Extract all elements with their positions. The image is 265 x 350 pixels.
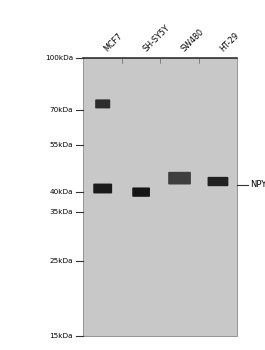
Text: SW480: SW480 xyxy=(180,27,206,54)
Text: NPY4R: NPY4R xyxy=(250,181,265,189)
Text: 35kDa: 35kDa xyxy=(49,209,73,215)
FancyBboxPatch shape xyxy=(132,188,150,197)
Text: SH-SY5Y: SH-SY5Y xyxy=(141,23,171,54)
FancyBboxPatch shape xyxy=(93,183,112,194)
Text: MCF7: MCF7 xyxy=(103,32,125,54)
Text: 100kDa: 100kDa xyxy=(45,55,73,61)
Text: 55kDa: 55kDa xyxy=(49,142,73,148)
Text: 15kDa: 15kDa xyxy=(49,333,73,339)
FancyBboxPatch shape xyxy=(207,177,228,186)
Text: HT-29: HT-29 xyxy=(218,31,241,54)
Text: 70kDa: 70kDa xyxy=(49,107,73,113)
Text: 25kDa: 25kDa xyxy=(49,258,73,264)
FancyBboxPatch shape xyxy=(168,172,191,184)
FancyBboxPatch shape xyxy=(95,99,110,108)
Text: 40kDa: 40kDa xyxy=(49,189,73,195)
Bar xyxy=(83,58,237,336)
